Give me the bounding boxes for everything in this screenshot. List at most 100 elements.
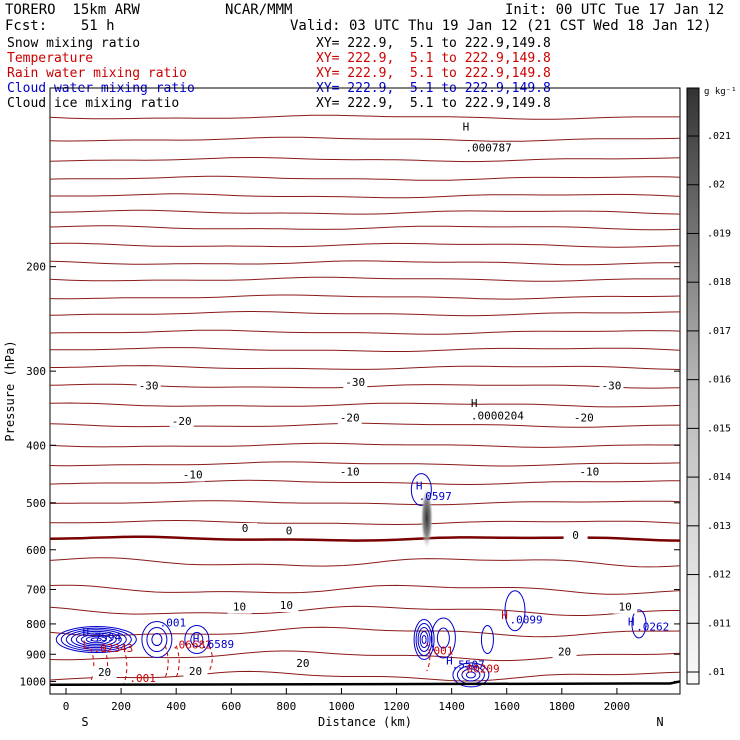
isotherm-label: 20: [189, 665, 202, 678]
isotherm-label-bg: [169, 416, 194, 429]
x-tick-label: 1400: [438, 700, 465, 713]
extremum-label: .6589: [201, 638, 234, 651]
isotherm-label: -20: [340, 412, 360, 425]
isotherm-label-bg: [227, 601, 252, 614]
isotherm-label: 10: [233, 601, 246, 614]
isotherm: [49, 209, 681, 215]
isotherm: [50, 365, 681, 370]
extremum-label: .001: [427, 644, 454, 657]
rain-contour: [175, 645, 180, 678]
colorbar-label: .014: [707, 472, 731, 483]
isotherm: [49, 260, 680, 266]
cloud-water-contour: [465, 671, 476, 679]
isotherm-label: -20: [574, 412, 594, 425]
cloud-water-contour: [146, 627, 168, 653]
cloud-water-contour: [65, 629, 127, 650]
cloud-water-contour: [452, 662, 490, 688]
colorbar-label: .01: [707, 667, 725, 678]
y-tick-label: 800: [26, 618, 46, 631]
isotherm: [49, 242, 681, 248]
cloud-water-contour: [419, 631, 429, 649]
temperature-labels: -30 -30 -30 -20 -20 -20 -10 -10 -10 0 0 0 10 10 10 20 20…: [92, 376, 638, 680]
rain-water-contours: [90, 642, 431, 685]
isotherm: [49, 605, 680, 616]
isotherm-label: 20: [296, 657, 309, 670]
legend-label: Cloud ice mixing ratio: [7, 96, 180, 111]
isotherm: [49, 402, 681, 408]
extremum-label: H: [446, 655, 453, 668]
y-tick-label: 500: [26, 497, 46, 510]
isotherm-label-bg: [571, 412, 596, 425]
colorbar: g kg⁻¹ .021 .02 .019 .018 .017 .016 .015 .014 .01…: [686, 87, 737, 685]
colorbar-label: .016: [707, 375, 731, 386]
isotherm-label: -20: [172, 415, 192, 428]
extremum-label: H: [463, 121, 470, 134]
isotherm: [49, 461, 681, 467]
isotherm-label: 0: [242, 522, 249, 535]
extremum-label: .06682: [172, 638, 212, 651]
isotherm: [50, 519, 681, 526]
endpoint-north: N: [656, 715, 663, 729]
extremum-label: H: [501, 609, 508, 622]
extremum-label: H: [83, 626, 90, 639]
isotherm-label-bg: [290, 657, 315, 670]
isotherm: [49, 650, 681, 662]
isotherm: [49, 225, 681, 231]
cloud-water-contour: [151, 633, 163, 647]
colorbar-label: .012: [707, 570, 731, 581]
isotherm: [49, 175, 681, 181]
rain-contour: [90, 648, 95, 682]
rain-contour: [123, 648, 128, 685]
init-time: Init: 00 UTC Tue 17 Jan 12: [505, 2, 725, 18]
rain-contour: [208, 645, 213, 672]
org-label: NCAR/MMM: [225, 2, 293, 18]
isotherm-label-bg: [613, 601, 638, 614]
isotherm-label: 0: [572, 529, 579, 542]
isotherm-label-bg: [337, 466, 362, 479]
cloud-water-contour: [504, 590, 526, 632]
cloud-water-contour: [421, 635, 427, 645]
y-axis-label: Pressure (hPa): [3, 340, 17, 441]
isotherm-label-bg: [92, 667, 117, 680]
legend-xy: XY= 222.9, 5.1 to 222.9,149.8: [316, 66, 551, 81]
cloud-water-contour: [85, 635, 107, 644]
legend-xy: XY= 222.9, 5.1 to 222.9,149.8: [316, 96, 551, 111]
cloud-water-contour: [461, 668, 481, 682]
isotherm: [50, 193, 681, 199]
isotherm-label-bg: [277, 525, 302, 538]
isotherm-label: 20: [98, 666, 111, 679]
cloud-water-contour: [480, 625, 494, 655]
isotherm-label-bg: [274, 599, 299, 612]
isotherm: [49, 584, 681, 595]
isotherm: [50, 347, 681, 352]
extremum-label: .02343: [94, 642, 134, 655]
extremum-label: H: [471, 397, 478, 410]
isotherm-label-bg: [233, 522, 258, 535]
cloud-water-contour: [436, 627, 450, 649]
colorbar-label: .02: [707, 180, 725, 191]
cloud-water-contours: [55, 473, 647, 688]
plot-border: [49, 87, 681, 695]
cloud-water-contour: [413, 619, 435, 661]
colorbar-label: .013: [707, 521, 731, 532]
isotherm-label-bg: [577, 466, 602, 479]
cloud-water-contour: [415, 623, 433, 657]
isotherm: [49, 479, 681, 486]
extremum-label: .001: [160, 616, 187, 629]
isotherm-label: -10: [183, 468, 203, 481]
extremum-label: .00209: [460, 663, 500, 676]
isotherm: [49, 442, 681, 448]
legend-label: Snow mixing ratio: [7, 36, 141, 51]
isotherm-label-bg: [552, 646, 577, 659]
isotherm-label-bg: [343, 377, 368, 390]
extremum-label: .0597: [419, 490, 452, 503]
extremum-label: H: [193, 633, 200, 646]
endpoint-south: S: [81, 715, 88, 729]
cloud-water-contour: [90, 637, 102, 642]
legend-label: Temperature: [7, 51, 94, 66]
isotherm: [49, 136, 681, 142]
colorbar-scale: [686, 87, 700, 685]
cloud-water-contour: [184, 625, 210, 655]
isotherm-label-bg: [136, 380, 161, 393]
